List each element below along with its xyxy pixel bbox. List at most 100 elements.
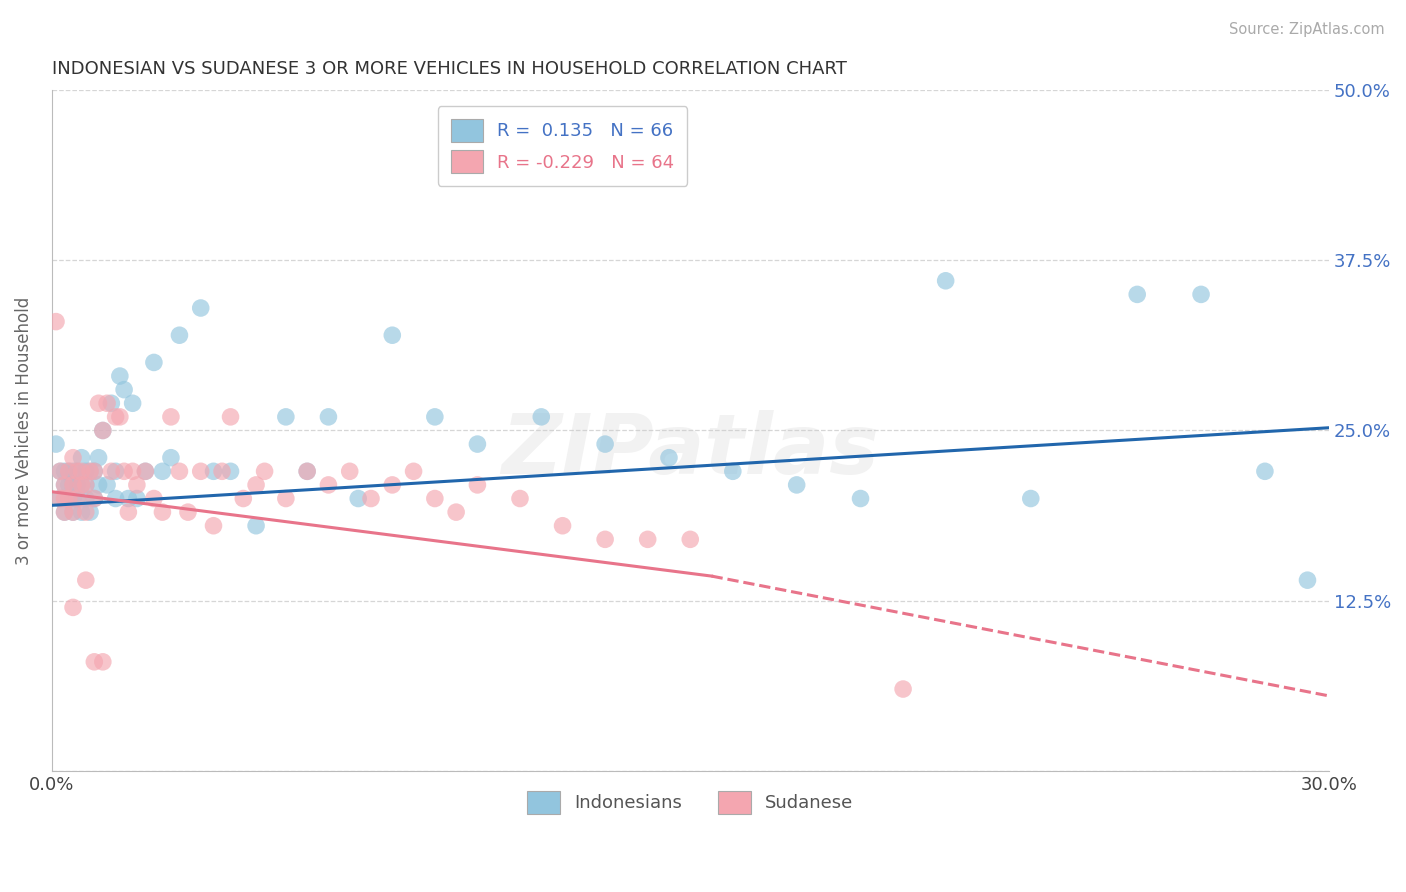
Point	[70, 450, 93, 465]
Point	[66, 491, 89, 506]
Point	[112, 383, 135, 397]
Point	[45, 315, 67, 329]
Point	[381, 328, 404, 343]
Point	[318, 478, 340, 492]
Point	[70, 478, 93, 492]
Point	[49, 491, 72, 506]
Point	[49, 491, 72, 506]
Point	[91, 424, 114, 438]
Point	[253, 464, 276, 478]
Point	[112, 464, 135, 478]
Point	[62, 450, 84, 465]
Point	[274, 409, 297, 424]
Text: ZIPatlas: ZIPatlas	[502, 410, 879, 491]
Point	[49, 464, 72, 478]
Point	[530, 409, 553, 424]
Point	[58, 478, 80, 492]
Point	[134, 464, 156, 478]
Point	[160, 409, 183, 424]
Point	[444, 505, 467, 519]
Point	[232, 491, 254, 506]
Point	[381, 478, 404, 492]
Point	[637, 533, 659, 547]
Point	[318, 409, 340, 424]
Point	[1296, 573, 1319, 587]
Point	[53, 505, 76, 519]
Point	[87, 396, 110, 410]
Point	[66, 464, 89, 478]
Point	[134, 464, 156, 478]
Point	[658, 450, 681, 465]
Point	[152, 464, 174, 478]
Point	[1254, 464, 1277, 478]
Point	[87, 450, 110, 465]
Point	[467, 437, 489, 451]
Point	[152, 505, 174, 519]
Point	[58, 491, 80, 506]
Point	[45, 437, 67, 451]
Point	[339, 464, 361, 478]
Point	[62, 491, 84, 506]
Point	[721, 464, 744, 478]
Point	[245, 478, 267, 492]
Point	[274, 491, 297, 506]
Point	[70, 464, 93, 478]
Point	[190, 301, 212, 315]
Point	[75, 464, 97, 478]
Point	[1126, 287, 1149, 301]
Point	[108, 369, 131, 384]
Point	[190, 464, 212, 478]
Point	[62, 600, 84, 615]
Point	[104, 409, 127, 424]
Point	[58, 464, 80, 478]
Point	[58, 464, 80, 478]
Point	[62, 505, 84, 519]
Point	[104, 464, 127, 478]
Point	[295, 464, 318, 478]
Point	[100, 396, 122, 410]
Point	[75, 478, 97, 492]
Point	[402, 464, 425, 478]
Point	[1019, 491, 1042, 506]
Point	[202, 518, 225, 533]
Point	[58, 491, 80, 506]
Point	[347, 491, 370, 506]
Point	[891, 681, 914, 696]
Point	[679, 533, 702, 547]
Point	[125, 478, 148, 492]
Point	[142, 355, 165, 369]
Point	[79, 464, 101, 478]
Point	[83, 491, 105, 506]
Point	[551, 518, 574, 533]
Point	[53, 478, 76, 492]
Point	[53, 464, 76, 478]
Point	[62, 505, 84, 519]
Point	[70, 505, 93, 519]
Point	[91, 424, 114, 438]
Point	[121, 396, 143, 410]
Point	[83, 464, 105, 478]
Point	[211, 464, 233, 478]
Point	[66, 491, 89, 506]
Point	[108, 409, 131, 424]
Point	[83, 464, 105, 478]
Point	[169, 464, 191, 478]
Point	[935, 274, 957, 288]
Point	[53, 478, 76, 492]
Point	[62, 464, 84, 478]
Point	[75, 505, 97, 519]
Point	[360, 491, 382, 506]
Point	[121, 464, 143, 478]
Point	[66, 478, 89, 492]
Point	[219, 464, 242, 478]
Point	[75, 491, 97, 506]
Point	[117, 491, 139, 506]
Point	[509, 491, 531, 506]
Point	[245, 518, 267, 533]
Point	[83, 655, 105, 669]
Point	[423, 491, 446, 506]
Point	[125, 491, 148, 506]
Legend: Indonesians, Sudanese: Indonesians, Sudanese	[519, 781, 862, 823]
Point	[79, 464, 101, 478]
Point	[467, 478, 489, 492]
